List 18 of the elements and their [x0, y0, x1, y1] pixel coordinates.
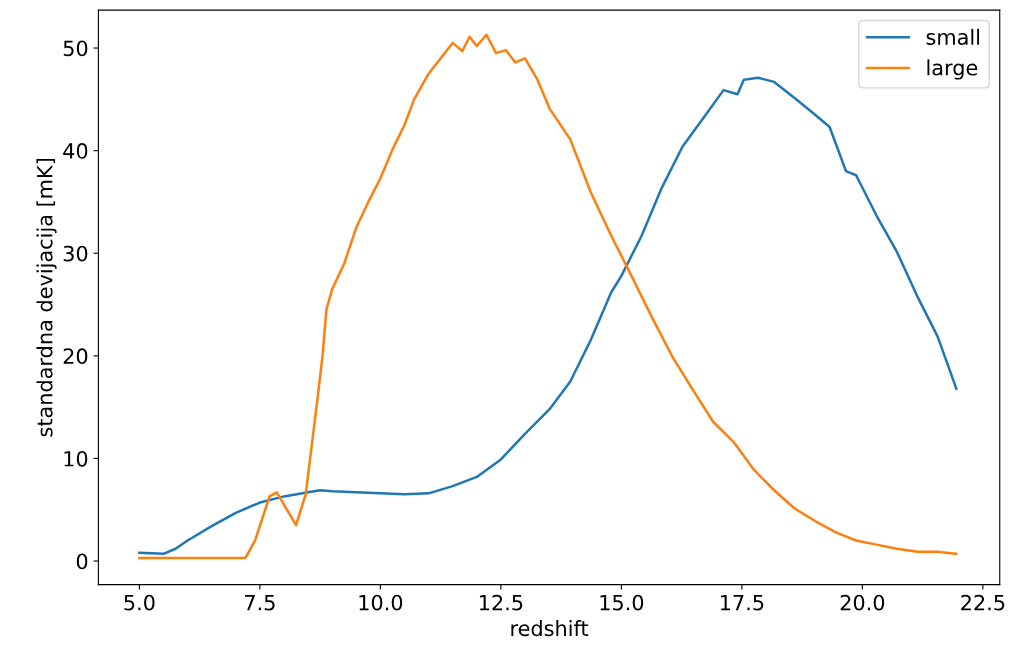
x-tick-label: 22.5: [961, 594, 1005, 611]
x-tick-label: 17.5: [720, 595, 764, 611]
y-tick-label: 50: [63, 40, 88, 57]
legend-label: small: [926, 28, 980, 45]
x-tick-label: 20.0: [840, 594, 885, 611]
x-tick-label: 7.5: [245, 595, 275, 611]
legend-label: large: [927, 59, 978, 80]
x-tick-label: 5.0: [124, 594, 155, 611]
y-tick-label: 40: [63, 143, 88, 159]
x-tick-label: 10.0: [359, 594, 403, 611]
x-tick-label: 12.5: [479, 594, 523, 611]
y-tick-label: 20: [63, 348, 88, 365]
x-tick-label: 15.0: [600, 594, 644, 611]
y-tick-label: 10: [64, 450, 88, 467]
y-axis-title: standardna devijacija [mK]: [36, 158, 57, 437]
x-axis-title: redshift: [511, 620, 589, 637]
y-tick-label: 30: [63, 245, 88, 262]
y-tick-label: 0: [76, 553, 88, 570]
